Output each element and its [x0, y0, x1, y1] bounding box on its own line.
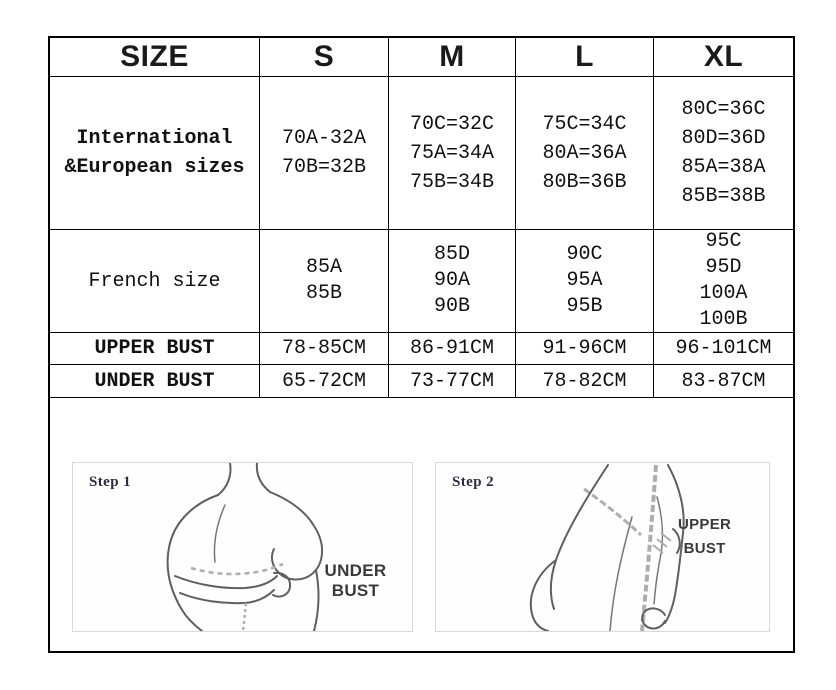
row-label-under-bust: UNDER BUST — [50, 365, 260, 398]
under-bust-measuring-illustration — [166, 463, 323, 631]
under-bust-caption: UNDER BUST — [324, 561, 387, 600]
upper-bust-caption: UPPER BUST — [678, 516, 732, 557]
column-header-m: M — [389, 38, 516, 77]
cell-upper-bust-m: 86-91CM — [389, 333, 516, 365]
cell-upper-bust-l: 91-96CM — [516, 333, 654, 365]
cell-french-s: 85A 85B — [260, 230, 389, 333]
cell-upper-bust-s: 78-85CM — [260, 333, 389, 365]
cell-international-l: 75C=34C 80A=36A 80B=36B — [516, 77, 654, 230]
cell-french-l: 90C 95A 95B — [516, 230, 654, 333]
row-label-international-european: International &European sizes — [50, 77, 260, 230]
cell-international-xl: 80C=36C 80D=36D 85A=38A 85B=38B — [654, 77, 793, 230]
step1-label: Step 1 — [89, 474, 131, 490]
measurement-guide-section: Step 1 UNDER BUST — [50, 398, 793, 651]
column-header-xl: XL — [654, 38, 793, 77]
column-header-s: S — [260, 38, 389, 77]
column-header-l: L — [516, 38, 654, 77]
cell-under-bust-s: 65-72CM — [260, 365, 389, 398]
step2-label: Step 2 — [452, 474, 494, 490]
cell-under-bust-xl: 83-87CM — [654, 365, 793, 398]
upper-bust-measuring-illustration — [529, 464, 685, 631]
cell-international-m: 70C=32C 75A=34A 75B=34B — [389, 77, 516, 230]
row-label-upper-bust: UPPER BUST — [50, 333, 260, 365]
cell-under-bust-m: 73-77CM — [389, 365, 516, 398]
column-header-size: SIZE — [50, 38, 260, 77]
step1-under-bust-panel: Step 1 UNDER BUST — [72, 462, 413, 632]
cell-under-bust-l: 78-82CM — [516, 365, 654, 398]
cell-international-s: 70A-32A 70B=32B — [260, 77, 389, 230]
size-chart-table: SIZE S M L XL International &European si… — [48, 36, 795, 653]
step2-upper-bust-panel: Step 2 UPPER BUST — [435, 462, 770, 632]
row-label-french-size: French size — [50, 230, 260, 333]
cell-upper-bust-xl: 96-101CM — [654, 333, 793, 365]
cell-french-xl: 95C 95D 100A 100B — [654, 230, 793, 333]
cell-french-m: 85D 90A 90B — [389, 230, 516, 333]
